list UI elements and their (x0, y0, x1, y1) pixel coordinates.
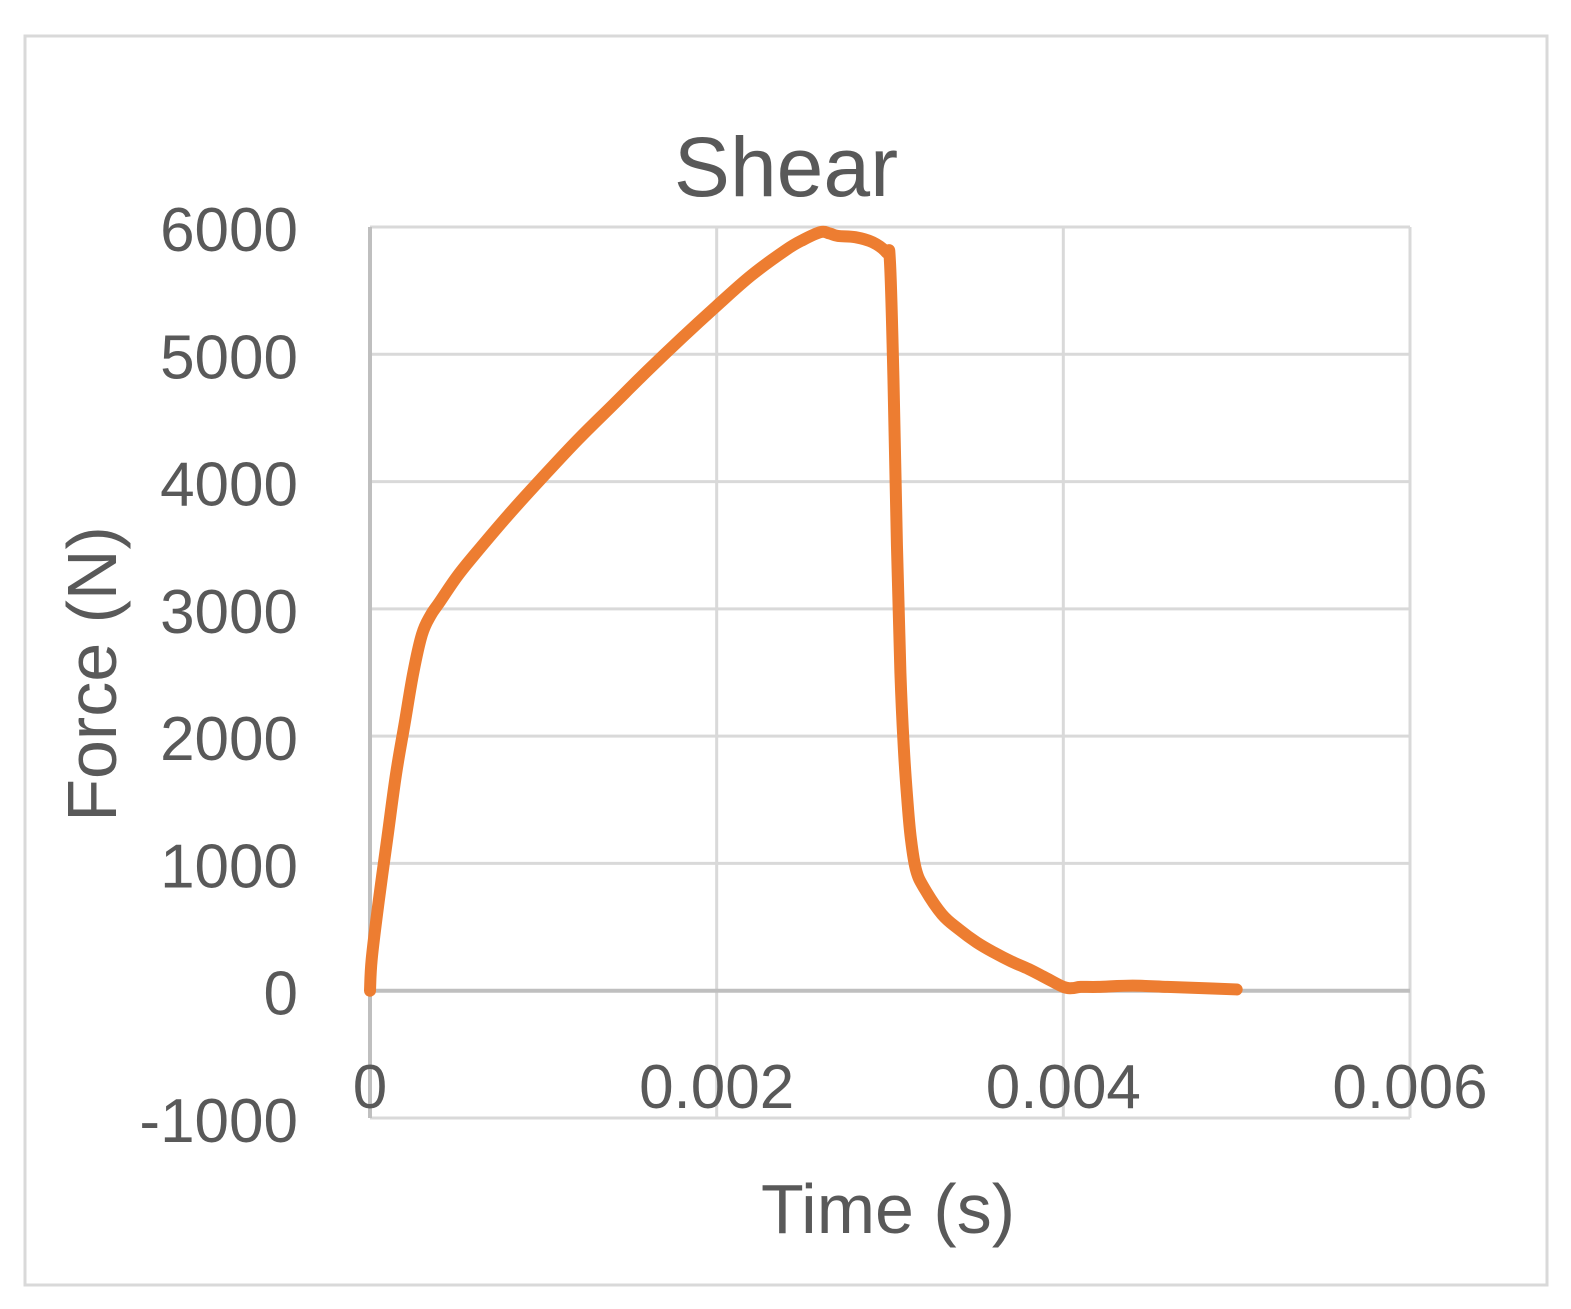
y-tick-label: -1000 (139, 1087, 298, 1156)
y-axis-title: Force (N) (53, 526, 131, 822)
x-axis-title: Time (s) (761, 1170, 1015, 1248)
series-layer (364, 225, 1243, 997)
x-tick-label: 0 (353, 1053, 387, 1122)
chart-title: Shear (674, 120, 898, 214)
y-tick-label: 3000 (160, 578, 298, 647)
y-tick-label: 2000 (160, 705, 298, 774)
x-tick-label: 0.002 (639, 1053, 794, 1122)
y-tick-label: 6000 (160, 196, 298, 265)
y-tick-label: 4000 (160, 451, 298, 520)
x-tick-label: 0.004 (986, 1053, 1141, 1122)
y-tick-label: 0 (264, 960, 298, 1029)
label-layer: -1000 0 1000 2000 3000 4000 5000 6000 0 0.002 0.00… (139, 196, 1487, 1156)
y-tick-label: 1000 (160, 832, 298, 901)
force-series-line (364, 225, 1243, 997)
y-tick-label: 5000 (160, 323, 298, 392)
x-tick-label: 0.006 (1332, 1053, 1487, 1122)
